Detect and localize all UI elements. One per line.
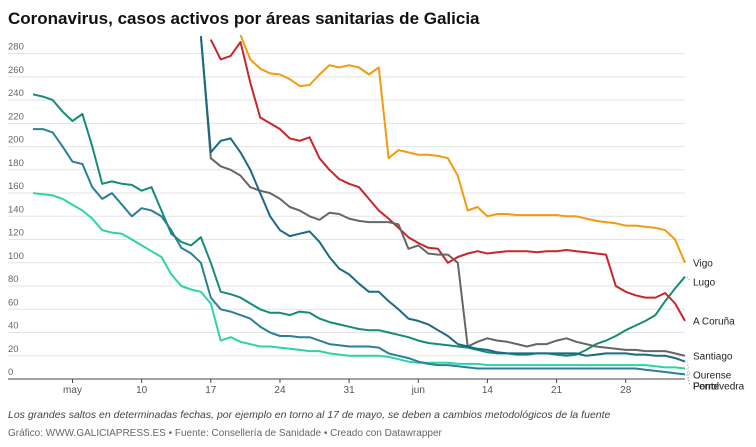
y-tick-label: 40 (8, 321, 19, 332)
y-tick-label: 120 (8, 228, 24, 239)
y-tick-label: 20 (8, 344, 19, 355)
note: Los grandes saltos en determinadas fecha… (8, 409, 611, 421)
source: Gráfico: WWW.GALICIAPRESS.ES • Fuente: C… (8, 428, 443, 439)
y-tick-label: 160 (8, 181, 24, 192)
y-tick-label: 180 (8, 158, 24, 169)
chart-title: Coronavirus, casos activos por áreas san… (8, 9, 480, 28)
y-tick-label: 80 (8, 274, 19, 285)
x-tick-label: 31 (344, 385, 356, 396)
series-line (209, 39, 686, 322)
x-tick-label: 24 (274, 385, 286, 396)
series-label: A Coruña (693, 316, 735, 327)
label-connector (686, 276, 691, 283)
y-tick-label: 200 (8, 135, 24, 146)
plot-area (32, 35, 686, 376)
series-label: Pontevedra (693, 382, 745, 393)
x-tick-label: 28 (620, 385, 632, 396)
label-connector (686, 374, 691, 387)
y-tick-label: 260 (8, 65, 24, 76)
y-tick-label: 220 (8, 111, 24, 122)
x-tick-label: 21 (551, 385, 563, 396)
x-tick-label: jun (411, 385, 425, 396)
x-tick-label: 10 (136, 385, 148, 396)
x-tick-label: 14 (482, 385, 494, 396)
y-tick-label: 240 (8, 88, 24, 99)
y-tick-label: 60 (8, 297, 19, 308)
label-connector (686, 361, 691, 375)
series-label: Ourense (693, 370, 732, 381)
series-line (199, 36, 686, 363)
y-tick-label: 0 (8, 367, 13, 378)
y-tick-label: 280 (8, 42, 24, 53)
series-label: Ferrol (693, 382, 719, 393)
x-tick-label: may (63, 385, 82, 396)
series-line (33, 128, 686, 376)
series-label: Santiago (693, 351, 733, 362)
y-tick-label: 140 (8, 204, 24, 215)
series-line (32, 93, 686, 357)
x-tick-label: 17 (205, 385, 217, 396)
y-tick-label: 100 (8, 251, 24, 262)
series-line (239, 35, 686, 264)
series-line (199, 36, 686, 357)
series-label: Lugo (693, 277, 716, 288)
series-line (32, 192, 686, 370)
series-label: Vigo (693, 258, 713, 269)
